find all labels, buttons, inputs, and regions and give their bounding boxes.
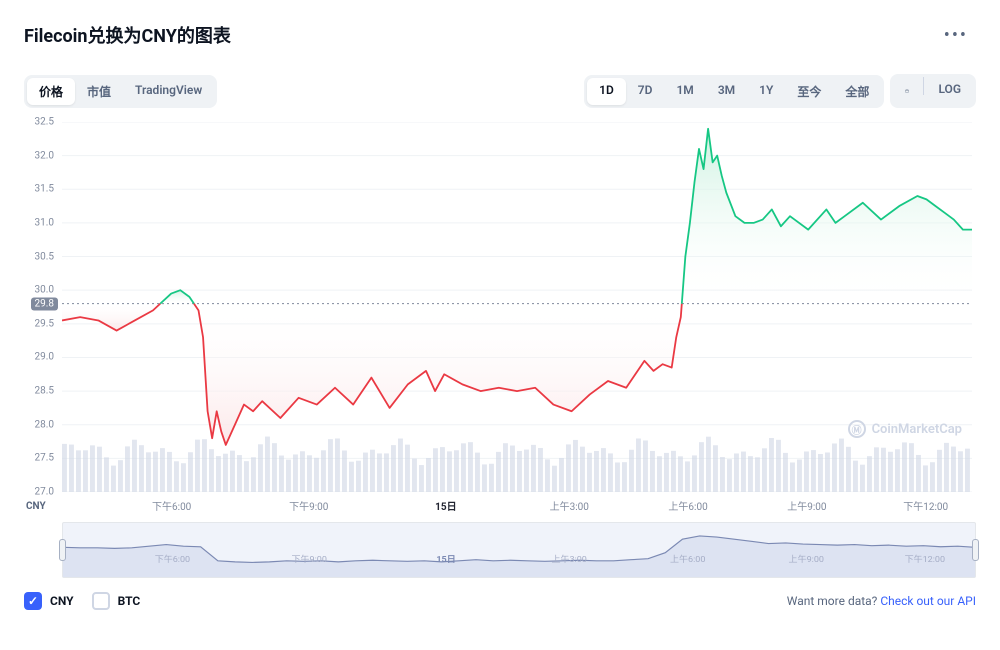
range-tab-1D[interactable]: 1D: [587, 78, 626, 105]
svg-text:上午9:00: 上午9:00: [789, 553, 824, 565]
api-link[interactable]: Check out our API: [880, 594, 976, 608]
watermark-icon: Ⓜ: [848, 420, 866, 438]
range-tab-1M[interactable]: 1M: [664, 78, 705, 105]
calendar-group: LOG: [890, 74, 976, 108]
watermark-text: CoinMarketCap: [872, 422, 962, 437]
range-tab-7D[interactable]: 7D: [626, 78, 665, 105]
baseline-badge: 29.8: [31, 297, 59, 310]
chart-card: Filecoin兑换为CNY的图表 ••• 价格市值TradingView 1D…: [0, 0, 1000, 650]
x-tick: 上午6:00: [668, 498, 707, 513]
chart-header: Filecoin兑换为CNY的图表 •••: [24, 16, 976, 54]
svg-text:15日: 15日: [436, 554, 455, 565]
calendar-icon: [905, 84, 909, 98]
checkbox[interactable]: ✓: [24, 592, 42, 610]
footer: ✓ CNY BTC Want more data? Check out our AP…: [24, 592, 976, 610]
view-tab-1[interactable]: 市值: [75, 78, 123, 105]
x-tick: 下午6:00: [152, 498, 191, 513]
y-tick: 28.0: [35, 419, 55, 430]
navigator-plot[interactable]: 下午6:00 下午9:00 15日 上午3:00 上午6:00 上午9:00 下午12:00: [62, 522, 976, 578]
y-tick: 29.5: [35, 318, 55, 329]
y-tick: 27.0: [35, 487, 55, 498]
svg-text:上午3:00: 上午3:00: [551, 553, 586, 565]
y-tick: 27.5: [35, 453, 55, 464]
chart-title: Filecoin兑换为CNY的图表: [24, 22, 231, 48]
plot-area[interactable]: Ⓜ CoinMarketCap: [62, 122, 972, 492]
x-tick: 上午9:00: [787, 498, 826, 513]
y-axis: 32.532.031.531.030.530.029.529.028.528.0…: [24, 122, 58, 492]
legend-label: BTC: [118, 594, 141, 608]
navigator-svg: 下午6:00 下午9:00 15日 上午3:00 上午6:00 上午9:00 下午12:00: [63, 523, 975, 577]
range-tab-至今[interactable]: 至今: [785, 78, 833, 105]
x-axis-row: CNY 下午6:00 下午9:00 15日 上午3:00 上午6:00 上午9:00 下午1…: [24, 496, 976, 516]
view-tab-2[interactable]: TradingView: [123, 78, 214, 105]
x-axis: 下午6:00 下午9:00 15日 上午3:00 上午6:00 上午9:00 下午12:00: [62, 496, 976, 516]
y-tick: 31.0: [35, 217, 55, 228]
navigator: 下午6:00 下午9:00 15日 上午3:00 上午6:00 上午9:00 下午12:00: [24, 522, 976, 578]
api-prompt: Want more data? Check out our API: [787, 594, 976, 608]
y-tick: 30.5: [35, 251, 55, 262]
right-controls: 1D7D1M3M1Y至今全部 LOG: [584, 74, 976, 108]
range-tab-全部[interactable]: 全部: [833, 78, 881, 105]
navigator-handle-left[interactable]: [59, 539, 66, 561]
y-tick: 28.5: [35, 386, 55, 397]
legend-item-CNY[interactable]: ✓ CNY: [24, 592, 74, 610]
y-tick: 32.5: [35, 117, 55, 128]
view-tabs: 价格市值TradingView: [24, 75, 217, 108]
svg-text:下午6:00: 下午6:00: [155, 553, 190, 565]
main-chart: 32.532.031.531.030.530.029.529.028.528.0…: [24, 122, 976, 492]
legend-label: CNY: [50, 594, 74, 608]
separator: [923, 77, 924, 95]
axis-unit: CNY: [24, 501, 62, 512]
more-button[interactable]: •••: [936, 21, 976, 50]
check-icon: ✓: [28, 594, 38, 608]
y-tick: 31.5: [35, 184, 55, 195]
navigator-handle-right[interactable]: [972, 539, 979, 561]
svg-text:下午9:00: 下午9:00: [292, 553, 327, 565]
range-tabs: 1D7D1M3M1Y至今全部: [584, 75, 884, 108]
svg-text:上午6:00: 上午6:00: [670, 553, 705, 565]
y-tick: 32.0: [35, 150, 55, 161]
api-prompt-text: Want more data?: [787, 594, 881, 608]
controls-row: 价格市值TradingView 1D7D1M3M1Y至今全部 LOG: [24, 74, 976, 108]
log-toggle[interactable]: LOG: [926, 77, 973, 105]
range-tab-1Y[interactable]: 1Y: [747, 78, 785, 105]
x-tick: 上午3:00: [550, 498, 589, 513]
svg-text:下午12:00: 下午12:00: [905, 553, 945, 565]
legend: ✓ CNY BTC: [24, 592, 140, 610]
watermark: Ⓜ CoinMarketCap: [848, 420, 962, 438]
range-tab-3M[interactable]: 3M: [706, 78, 747, 105]
y-tick: 29.0: [35, 352, 55, 363]
y-tick: 30.0: [35, 285, 55, 296]
calendar-button[interactable]: [893, 77, 921, 105]
legend-item-BTC[interactable]: BTC: [92, 592, 141, 610]
price-svg: [62, 122, 972, 492]
view-tab-0[interactable]: 价格: [27, 78, 75, 105]
x-tick: 下午9:00: [289, 498, 328, 513]
checkbox[interactable]: [92, 592, 110, 610]
x-tick: 下午12:00: [903, 498, 948, 513]
x-tick: 15日: [435, 498, 456, 513]
